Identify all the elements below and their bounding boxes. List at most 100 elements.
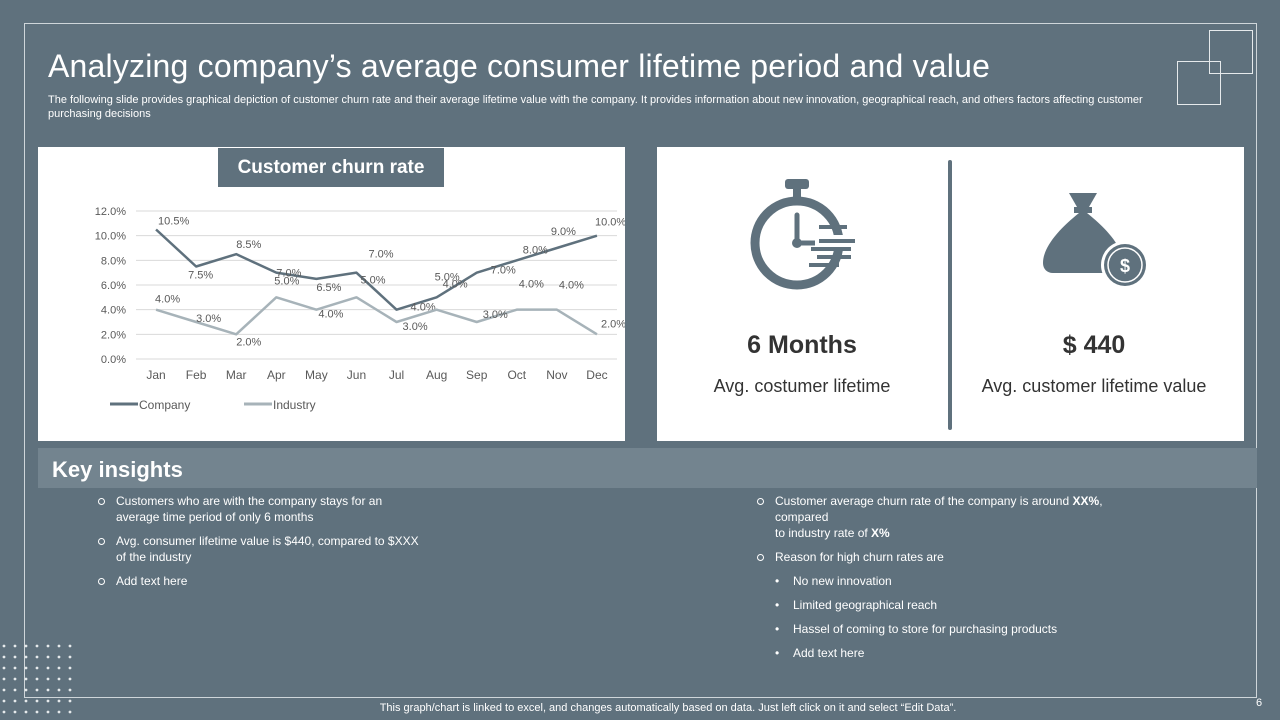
list-item: No new innovation [755,573,1155,589]
data-label: 5.0% [274,275,299,287]
lifetime-value: 6 Months [747,331,857,359]
y-tick-label: 10.0% [95,231,126,243]
x-tick-label: Apr [267,368,286,382]
x-tick-label: Dec [586,368,607,382]
decorative-dot [35,666,39,670]
decorative-dot-grid [2,644,72,714]
decorative-dot [24,655,28,659]
stopwatch-icon [750,179,857,290]
customer-lifetime-value: $ 440 [1062,331,1126,359]
list-item: Customer average churn rate of the compa… [755,493,1155,541]
key-insights-header: Key insights [38,448,1257,488]
money-bag-icon: $ [1043,193,1149,289]
y-tick-label: 4.0% [101,305,126,317]
legend-label: Company [139,398,190,412]
decorative-square [1209,30,1253,74]
decorative-dot [46,710,50,714]
x-tick-label: Mar [226,368,247,382]
decorative-dot [35,655,39,659]
chart-title: Customer churn rate [218,148,444,187]
decorative-dot [2,677,6,681]
decorative-dot [68,699,72,703]
data-label: 7.0% [368,249,393,261]
decorative-dot [35,688,39,692]
decorative-dot [46,666,50,670]
legend-label: Industry [273,398,316,412]
decorative-dot [46,688,50,692]
decorative-dot [35,699,39,703]
data-label: 3.0% [403,321,428,333]
decorative-dot [24,666,28,670]
decorative-dot [46,677,50,681]
decorative-dot [68,688,72,692]
footer-note: This graph/chart is linked to excel, and… [379,702,957,714]
data-label: 5.0% [360,274,385,286]
decorative-dot [13,710,17,714]
decorative-dot [57,710,61,714]
y-tick-label: 6.0% [101,280,126,292]
data-label: 7.0% [491,265,516,277]
series-line-company [155,228,598,311]
decorative-dot [24,699,28,703]
x-tick-label: Sep [466,368,488,382]
decorative-dot [68,666,72,670]
decorative-dot [35,710,39,714]
decorative-dot [35,644,39,648]
decorative-dot [46,655,50,659]
decorative-dot [13,666,17,670]
data-label: 4.0% [519,279,544,291]
y-tick-label: 12.0% [95,206,126,218]
data-label: 5.0% [435,271,460,283]
decorative-dot [13,688,17,692]
decorative-dot [24,644,28,648]
decorative-dot [2,699,6,703]
list-item: Reason for high churn rates are [755,549,1155,565]
decorative-dot [35,677,39,681]
x-tick-label: Jun [347,368,366,382]
decorative-dot [2,710,6,714]
decorative-dot [2,655,6,659]
page-subtitle: The following slide provides graphical d… [48,94,1143,120]
decorative-dot [13,644,17,648]
insights-right-list: Customer average churn rate of the compa… [755,493,1155,669]
decorative-dot [57,644,61,648]
decorative-square [1177,61,1221,105]
list-item: Hassel of coming to store for purchasing… [755,621,1155,637]
data-label: 4.0% [155,294,180,306]
data-label: 8.0% [523,244,548,256]
data-label: 10.5% [158,216,189,228]
data-label: 7.0% [276,268,301,280]
data-label: 4.0% [318,309,343,321]
churn-line-chart[interactable]: 0.0% 2.0% 4.0% 6.0% 8.0% 10.0% 12.0% Jan Feb Mar A… [38,147,625,441]
y-tick-label: 0.0% [101,354,126,366]
key-insights-title: Key insights [52,457,183,482]
y-tick-label: 2.0% [101,329,126,341]
data-label: 3.0% [196,313,221,325]
decorative-dot [2,688,6,692]
decorative-dot [57,655,61,659]
x-tick-label: May [305,368,328,382]
x-tick-label: Feb [186,368,207,382]
y-tick-label: 8.0% [101,255,126,267]
decorative-dot [57,688,61,692]
data-label: 2.0% [601,318,625,330]
x-tick-label: Nov [546,368,567,382]
decorative-dot [57,677,61,681]
stats-panel: 6 Months Avg. costumer lifetime $ $ 440 … [657,147,1244,441]
x-tick-label: Jul [389,368,404,382]
churn-chart-panel[interactable]: 0.0% 2.0% 4.0% 6.0% 8.0% 10.0% 12.0% Jan Feb Mar A… [38,147,625,441]
data-label: 10.0% [595,217,625,229]
decorative-dot [57,699,61,703]
data-label: 2.0% [236,336,261,348]
decorative-dot [2,666,6,670]
decorative-dot [46,644,50,648]
page-title: Analyzing company’s average consumer lif… [48,48,991,84]
page-number: 6 [1256,697,1263,709]
x-tick-label: Jan [146,368,165,382]
data-label: 4.0% [559,280,584,292]
data-label: 9.0% [551,226,576,238]
decorative-dot [13,677,17,681]
x-tick-label: Aug [426,368,447,382]
data-label: 4.0% [443,279,468,291]
list-item: Avg. consumer lifetime value is $440, co… [96,533,421,565]
